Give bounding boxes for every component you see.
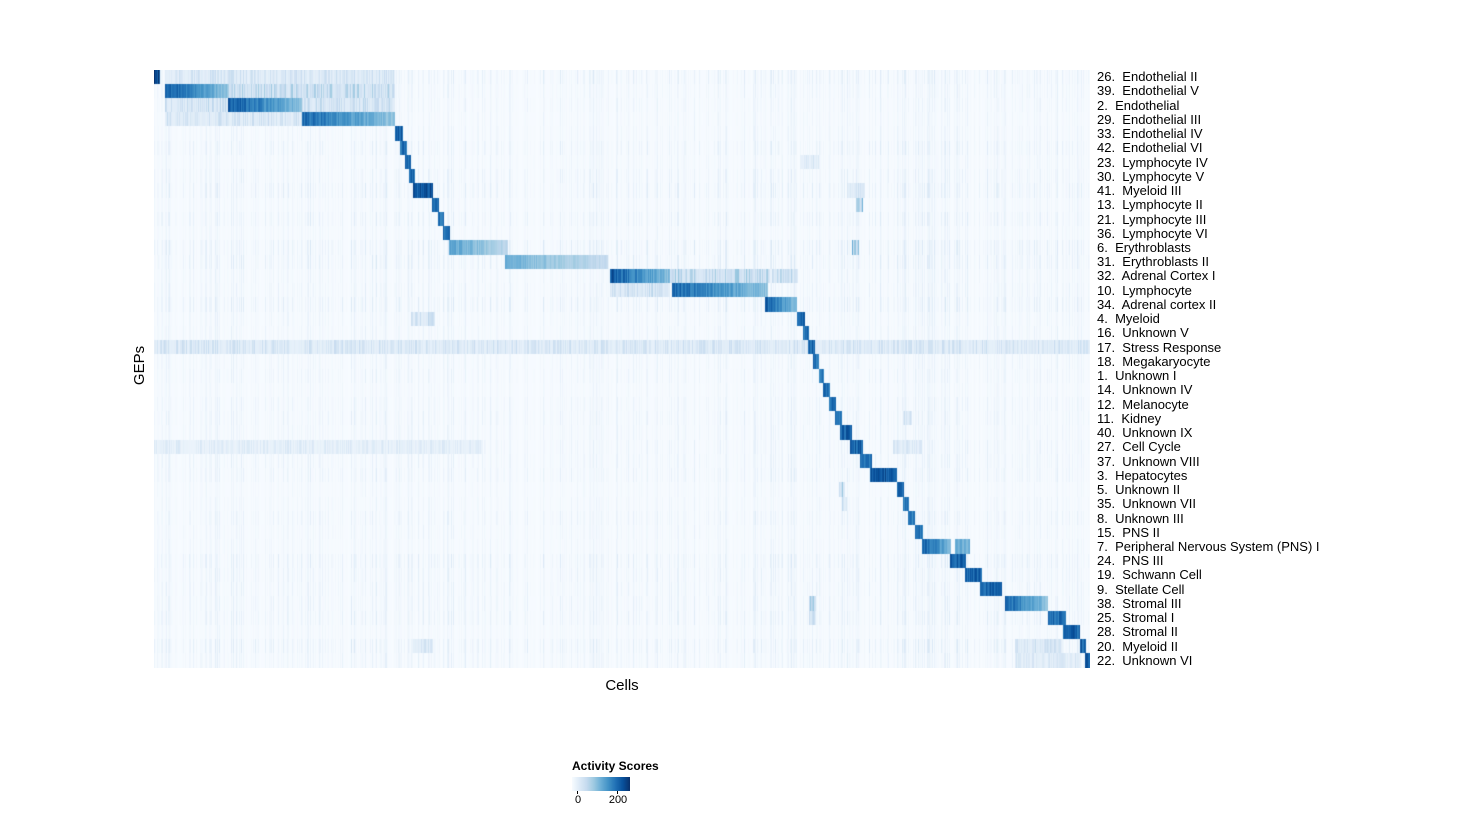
row-label: 18. Megakaryocyte [1097, 353, 1211, 369]
row-label: 20. Myeloid II [1097, 638, 1178, 654]
colorbar-tick-mark [577, 791, 578, 794]
row-label: 32. Adrenal Cortex I [1097, 268, 1216, 284]
row-label: 34. Adrenal cortex II [1097, 296, 1217, 312]
row-label: 13. Lymphocyte II [1097, 197, 1203, 213]
colorbar-gradient [572, 777, 630, 794]
colorbar-title: Activity Scores [572, 759, 659, 773]
row-label: 37. Unknown VIII [1097, 453, 1200, 469]
row-label: 6. Erythroblasts [1097, 239, 1191, 255]
colorbar-tick-mark [617, 791, 618, 794]
colorbar-legend: Activity Scores 0 200 [572, 759, 659, 808]
row-label: 19. Schwann Cell [1097, 567, 1202, 583]
row-label: 8. Unknown III [1097, 510, 1184, 526]
row-label: 40. Unknown IX [1097, 425, 1193, 441]
heatmap-canvas [154, 70, 1090, 668]
row-label: 4. Myeloid [1097, 311, 1160, 327]
row-label: 12. Melanocyte [1097, 396, 1189, 412]
row-label: 42. Endothelial VI [1097, 140, 1203, 156]
row-label: 15. PNS II [1097, 524, 1160, 540]
row-label: 26. Endothelial II [1097, 69, 1198, 85]
row-label: 16. Unknown V [1097, 325, 1189, 341]
row-label: 25. Stromal I [1097, 610, 1175, 626]
row-label: 11. Kidney [1097, 410, 1162, 426]
row-label: 22. Unknown VI [1097, 652, 1193, 668]
row-label: 30. Lymphocyte V [1097, 168, 1205, 184]
row-label: 7. Peripheral Nervous System (PNS) I [1097, 538, 1320, 554]
row-label: 14. Unknown IV [1097, 382, 1193, 398]
colorbar-tick-label: 200 [608, 794, 628, 806]
x-axis-label: Cells [605, 677, 639, 694]
row-label: 41. Myeloid III [1097, 183, 1182, 199]
row-label: 27. Cell Cycle [1097, 439, 1181, 455]
row-label: 2. Endothelial [1097, 97, 1180, 113]
y-axis-label: GEPs [131, 345, 149, 386]
row-label: 10. Lymphocyte [1097, 282, 1192, 298]
row-label: 36. Lymphocyte VI [1097, 225, 1208, 241]
row-label: 3. Hepatocytes [1097, 467, 1188, 483]
row-label: 1. Unknown I [1097, 368, 1177, 384]
row-label: 33. Endothelial IV [1097, 126, 1203, 142]
row-label: 23. Lymphocyte IV [1097, 154, 1208, 170]
row-label: 35. Unknown VII [1097, 496, 1196, 512]
row-label: 24. PNS III [1097, 553, 1164, 569]
colorbar-tick-labels: 0 200 [572, 794, 642, 808]
row-label: 21. Lymphocyte III [1097, 211, 1207, 227]
row-label: 9. Stellate Cell [1097, 581, 1185, 597]
row-label: 31. Erythroblasts II [1097, 254, 1209, 270]
row-label: 17. Stress Response [1097, 339, 1222, 355]
row-label: 29. Endothelial III [1097, 111, 1202, 127]
row-label: 38. Stromal III [1097, 595, 1182, 611]
row-label: 5. Unknown II [1097, 482, 1181, 498]
row-label: 39. Endothelial V [1097, 83, 1199, 99]
row-labels: 26. Endothelial II 39. Endothelial V 2. En… [1097, 70, 1452, 668]
colorbar-tick-label: 0 [574, 794, 582, 806]
row-label: 28. Stromal II [1097, 624, 1178, 640]
